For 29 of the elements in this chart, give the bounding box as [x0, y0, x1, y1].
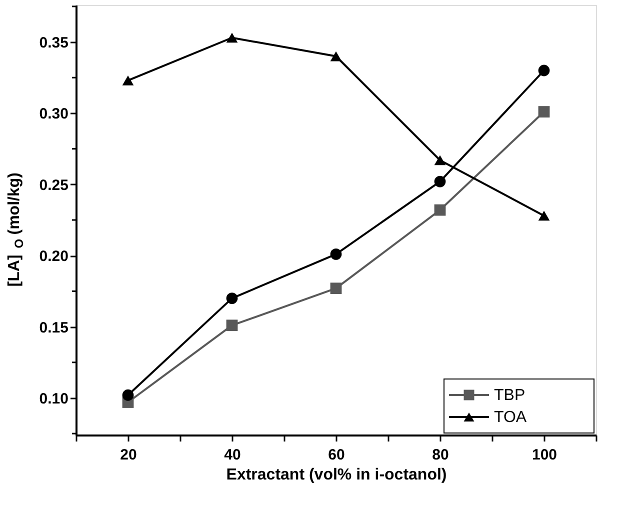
point	[226, 32, 238, 43]
y-tick-label: 0.25	[39, 176, 68, 194]
x-tick-label: 40	[224, 446, 241, 464]
y-tick-label: 0.35	[39, 34, 68, 52]
x-axis-title: Extractant (vol% in i-octanol)	[226, 466, 447, 484]
point	[538, 210, 550, 221]
y-axis-title: [LA]O (mol/kg)	[6, 172, 26, 287]
y-tick-label: 0.15	[39, 319, 68, 336]
point	[434, 155, 446, 166]
point	[122, 389, 134, 401]
point	[538, 106, 550, 118]
x-tick-label: 80	[432, 446, 449, 464]
y-tick-label: 0.30	[39, 106, 68, 123]
point	[538, 64, 550, 76]
y-tick-label: 0.10	[39, 390, 68, 408]
point	[434, 176, 446, 188]
y-tick-label: 0.20	[39, 248, 68, 266]
x-tick-label: 60	[328, 446, 345, 464]
point	[330, 51, 342, 62]
legend-label: TBP	[494, 387, 526, 404]
point	[226, 320, 238, 332]
point	[226, 292, 238, 304]
x-tick-label: 20	[120, 446, 137, 464]
point	[434, 204, 446, 216]
point	[330, 282, 342, 294]
legend-label: TOA	[494, 409, 527, 426]
point	[122, 76, 134, 86]
point	[330, 248, 342, 260]
x-tick-label: 100	[532, 446, 558, 464]
